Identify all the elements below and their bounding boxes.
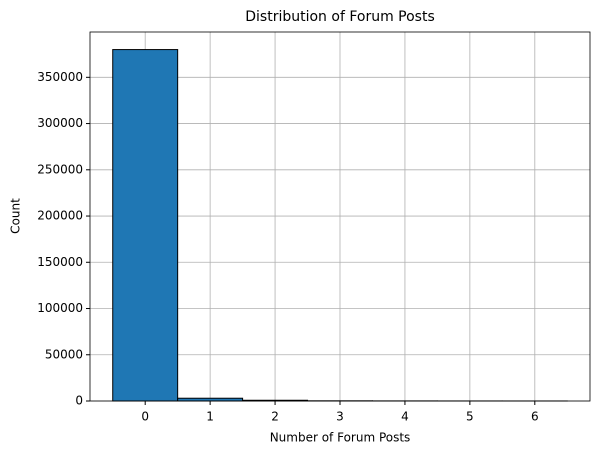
y-tick-label: 100000 [37,301,83,315]
y-tick-label: 300000 [37,116,83,130]
y-tick-label: 0 [75,394,83,408]
x-tick-label: 4 [401,410,409,424]
y-tick-label: 50000 [45,347,83,361]
x-tick-label: 2 [271,410,279,424]
x-tick-label: 0 [141,410,149,424]
x-axis-label: Number of Forum Posts [270,431,411,445]
y-tick-label: 200000 [37,209,83,223]
x-tick-label: 1 [206,410,214,424]
y-tick-label: 250000 [37,162,83,176]
plot-frame [89,31,591,402]
y-axis-label: Count [9,198,23,234]
y-tick-label: 350000 [37,70,83,84]
x-tick-label: 6 [531,410,539,424]
y-tick-label: 150000 [37,255,83,269]
bar [112,49,179,402]
chart-title: Distribution of Forum Posts [245,9,435,25]
x-tick-label: 5 [466,410,474,424]
x-tick-label: 3 [336,410,344,424]
bar [177,397,244,402]
